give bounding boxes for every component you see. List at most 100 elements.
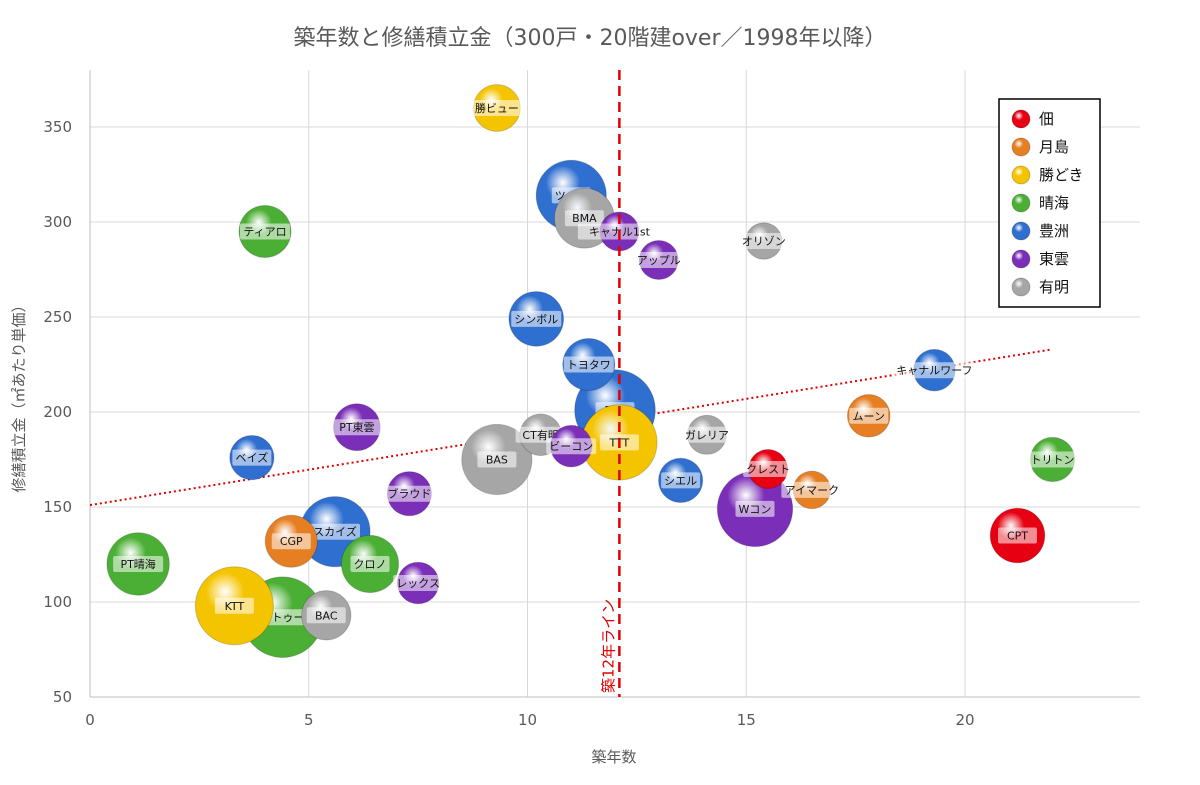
bubble: BAS: [461, 423, 533, 496]
legend-marker: [1011, 221, 1031, 241]
bubble-label: BAS: [486, 454, 508, 467]
bubble-label: アイマーク: [785, 484, 839, 497]
legend-label: 月島: [1039, 138, 1069, 156]
reference-line-label: 築12年ライン: [599, 599, 617, 693]
bubble: トリトン: [1027, 436, 1078, 483]
bubble-label: レックス: [396, 577, 440, 590]
bubble-label-bg: [240, 223, 290, 240]
bubble: キャナルワーフ: [892, 348, 976, 392]
bubble: PT東雲: [331, 403, 382, 452]
bubble: PT晴海: [106, 532, 170, 596]
legend-label: 豊洲: [1039, 222, 1069, 240]
bubble-label-bg: [735, 500, 775, 517]
bubble-label: BAC: [315, 609, 338, 622]
bubble: シンボル: [508, 291, 565, 347]
bubble-label-bg: [681, 426, 732, 443]
bubble-label: ムーン: [853, 410, 885, 423]
bubble-label: PT東雲: [339, 421, 374, 434]
bubble-label: クレスト: [746, 463, 790, 476]
legend-label: 有明: [1039, 278, 1069, 296]
y-axis-label: 修繕積立金（㎡あたり単価）: [10, 297, 28, 492]
reference-line-layer: 築12年ライン: [599, 70, 621, 697]
legend-label: 東雲: [1039, 250, 1069, 268]
bubble-label-bg: [738, 233, 789, 249]
bubble-label-bg: [546, 438, 597, 455]
bubble-label-bg: [384, 485, 435, 502]
chart-title: 築年数と修繕積立金（300戸・20階建over／1998年以降）: [293, 26, 886, 51]
bubble-label-bg: [849, 407, 889, 424]
bubble-label-bg: [998, 527, 1037, 544]
bubble-label-bg: [471, 100, 522, 116]
bubble: ベイズ: [229, 435, 275, 481]
bubble: レックス: [393, 561, 444, 605]
bubble-label: PT晴海: [120, 557, 155, 571]
x-axis-label: 築年数: [591, 748, 636, 766]
bubble-label-bg: [633, 252, 684, 268]
y-tick-label: 350: [43, 118, 72, 136]
bubble-layer: PCTドゥトゥールKTTTTTWコンツインBASスカイズPT晴海BMAクロノシン…: [106, 84, 1078, 659]
bubble-label-bg: [743, 461, 794, 477]
bubble-label-bg: [232, 449, 272, 466]
bubble-label-bg: [214, 597, 254, 614]
legend-marker: [1011, 193, 1031, 213]
bubble-label: シンボル: [514, 313, 558, 326]
legend-label: 勝どき: [1039, 166, 1084, 184]
bubble-label-bg: [892, 362, 976, 379]
bubble-label-bg: [563, 356, 614, 373]
bubble-label: Wコン: [739, 503, 772, 516]
axes: 0 5 10 15 20 50 100 150 200 250 300 350: [43, 70, 1140, 729]
legend-marker: [1011, 277, 1031, 297]
bubble-label-bg: [661, 472, 701, 489]
bubble-label: トリトン: [1031, 454, 1075, 467]
bubble-label: ティアロ: [243, 226, 286, 239]
legend-marker: [1011, 165, 1031, 185]
bubble-label: オリゾン: [742, 235, 786, 248]
bubble-label-bg: [331, 419, 382, 436]
bubble-label-bg: [564, 210, 604, 227]
bubble: BAC: [301, 590, 352, 641]
bubble: ブラウド: [384, 471, 435, 517]
bubble-label: CGP: [280, 535, 303, 548]
y-tick-label: 100: [43, 593, 72, 611]
bubble-label-bg: [511, 310, 562, 327]
legend-marker: [1011, 249, 1031, 269]
bubble-label-bg: [310, 523, 360, 540]
bubble: CPT: [989, 507, 1046, 564]
bubble: ビーコン: [546, 424, 597, 468]
bubble-label: アップル: [637, 254, 681, 267]
x-tick-label: 15: [737, 711, 756, 729]
bubble-label: ブラウド: [387, 487, 431, 501]
bubble-label: ビーコン: [549, 440, 593, 453]
x-tick-label: 20: [955, 711, 974, 729]
bubble: CGP: [264, 514, 318, 568]
bubble: KTT: [194, 566, 274, 646]
bubble: ガレリア: [681, 414, 732, 455]
bubble: アイマーク: [781, 470, 843, 510]
bubble-label: CPT: [1007, 530, 1028, 543]
bubble: Wコン: [716, 470, 794, 548]
bubble: ムーン: [846, 393, 891, 438]
x-tick-label: 10: [518, 711, 537, 729]
bubble-label-bg: [306, 607, 346, 624]
bubble-label: ベイズ: [236, 451, 269, 465]
bubble-label: トヨタワ: [567, 359, 611, 372]
bubble-label: ガレリア: [685, 429, 729, 442]
bubble-label: BMA: [572, 212, 597, 225]
bubble: アップル: [633, 240, 684, 280]
bubble-label-bg: [113, 556, 164, 572]
bubble: オリゾン: [738, 222, 789, 260]
bubble-label: シエル: [664, 474, 697, 487]
bubble: クレスト: [743, 449, 794, 489]
bubble-label: スカイズ: [313, 525, 357, 539]
y-tick-label: 150: [43, 498, 72, 516]
bubble-label: KTT: [225, 600, 245, 613]
bubble-label: クロノ: [354, 558, 387, 571]
bubble: 勝ビュー: [471, 84, 522, 132]
bubble-label-bg: [271, 533, 311, 550]
legend-label: 晴海: [1039, 194, 1069, 212]
y-tick-label: 50: [53, 688, 72, 706]
bubble-label-bg: [1027, 451, 1078, 468]
